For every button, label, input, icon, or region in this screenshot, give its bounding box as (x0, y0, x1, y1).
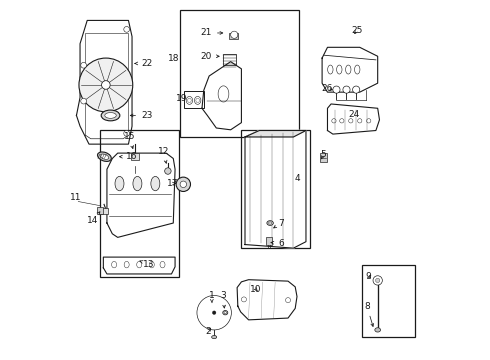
Bar (97, 207, 103, 214)
Text: 22: 22 (135, 59, 152, 68)
Ellipse shape (98, 152, 111, 161)
Ellipse shape (105, 113, 116, 118)
Text: 18: 18 (168, 54, 180, 63)
Polygon shape (245, 131, 306, 248)
Text: 19: 19 (176, 94, 187, 103)
Bar (229, 33, 238, 40)
Text: 10: 10 (250, 284, 262, 293)
Polygon shape (327, 104, 379, 134)
Text: 6: 6 (271, 239, 284, 248)
Ellipse shape (133, 176, 142, 191)
Circle shape (124, 27, 129, 32)
Bar (184, 91, 204, 108)
Ellipse shape (115, 176, 124, 191)
Bar (100, 130, 179, 277)
Text: 4: 4 (295, 174, 300, 183)
Text: 21: 21 (200, 28, 223, 37)
Ellipse shape (223, 311, 228, 315)
Circle shape (212, 311, 216, 315)
Circle shape (124, 131, 129, 136)
Polygon shape (245, 131, 306, 137)
Text: 1: 1 (209, 291, 215, 303)
Text: 7: 7 (274, 219, 284, 228)
Ellipse shape (151, 176, 160, 191)
Polygon shape (107, 153, 175, 237)
Circle shape (197, 296, 231, 330)
Circle shape (208, 306, 220, 319)
Bar (131, 153, 139, 160)
Text: 17: 17 (167, 179, 178, 188)
Bar (320, 153, 327, 162)
Polygon shape (237, 280, 297, 320)
Ellipse shape (212, 336, 217, 339)
Text: 20: 20 (200, 52, 219, 61)
Text: 9: 9 (365, 271, 371, 280)
Text: 16: 16 (120, 152, 138, 161)
Polygon shape (202, 62, 242, 130)
Bar (266, 237, 272, 245)
Circle shape (200, 299, 228, 326)
Ellipse shape (224, 312, 226, 314)
Circle shape (343, 86, 350, 93)
Text: 13: 13 (140, 260, 155, 269)
Circle shape (375, 278, 380, 283)
Ellipse shape (375, 328, 381, 332)
Text: 3: 3 (220, 291, 226, 308)
Text: 23: 23 (130, 111, 152, 120)
Text: 12: 12 (158, 147, 169, 163)
Circle shape (79, 58, 133, 112)
Circle shape (353, 86, 360, 93)
Ellipse shape (267, 221, 273, 225)
Text: 15: 15 (124, 132, 135, 149)
Bar (242, 130, 310, 248)
Circle shape (165, 168, 171, 174)
Circle shape (373, 276, 382, 285)
Bar (180, 10, 299, 137)
Text: 2: 2 (206, 327, 211, 336)
Text: 24: 24 (348, 110, 359, 119)
Circle shape (81, 98, 87, 104)
Polygon shape (322, 47, 378, 92)
Bar (101, 208, 108, 214)
Circle shape (101, 81, 110, 89)
Bar (362, 265, 416, 337)
Ellipse shape (100, 154, 109, 159)
Circle shape (204, 303, 224, 323)
Circle shape (333, 86, 340, 93)
Circle shape (231, 31, 238, 39)
Circle shape (81, 62, 87, 68)
Polygon shape (103, 257, 175, 274)
Ellipse shape (101, 110, 120, 121)
Text: 26: 26 (322, 84, 333, 93)
Text: 14: 14 (87, 212, 100, 225)
Text: 5: 5 (320, 150, 326, 159)
Polygon shape (76, 21, 132, 144)
Circle shape (176, 177, 191, 192)
Bar (223, 54, 236, 65)
Text: 8: 8 (364, 302, 373, 327)
Text: 11: 11 (70, 193, 81, 202)
Circle shape (180, 181, 187, 188)
Text: 25: 25 (351, 26, 363, 35)
Circle shape (211, 309, 218, 316)
Ellipse shape (269, 222, 271, 224)
